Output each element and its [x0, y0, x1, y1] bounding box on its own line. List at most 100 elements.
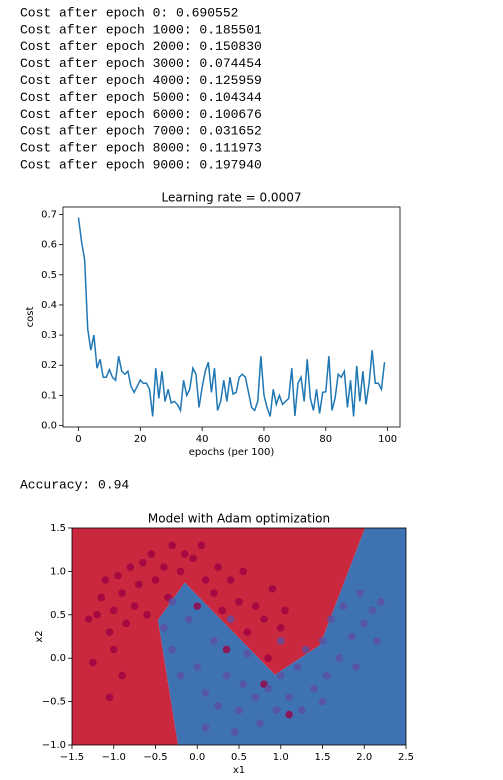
data-point: [214, 563, 222, 571]
x-tick-label: 60: [258, 434, 271, 445]
data-point: [101, 576, 110, 584]
data-point: [135, 580, 143, 589]
x-tick-label: −1.5: [60, 752, 84, 763]
data-point: [201, 576, 210, 584]
decision-region: [158, 528, 406, 745]
data-point: [276, 671, 285, 680]
data-point: [109, 606, 118, 615]
data-point: [201, 689, 210, 697]
decision-region: [72, 528, 366, 745]
y-tick-label: 0.6: [41, 240, 57, 251]
data-point: [360, 619, 369, 628]
data-point: [105, 628, 114, 636]
y-tick-label: 0.7: [41, 210, 57, 221]
data-point: [318, 637, 327, 645]
data-point: [160, 563, 168, 571]
data-point: [226, 576, 235, 584]
x-tick-label: −0.5: [143, 752, 167, 763]
data-point: [293, 663, 302, 671]
y-tick-label: 0.2: [41, 360, 57, 371]
data-point: [114, 571, 122, 580]
console-line: Cost after epoch 9000: 0.197940: [20, 158, 262, 173]
x-axis-label: x1: [233, 765, 245, 776]
data-point: [243, 650, 252, 658]
x-tick-label: −1.0: [102, 752, 126, 763]
y-tick-label: 0.5: [41, 270, 57, 281]
y-axis-label: x2: [34, 630, 45, 642]
data-point: [193, 602, 202, 610]
data-point: [226, 615, 235, 623]
data-point: [339, 602, 348, 610]
data-point: [285, 710, 293, 719]
data-point: [276, 624, 285, 632]
data-point: [222, 645, 231, 654]
x-tick-label: 0.5: [231, 752, 247, 763]
data-point: [281, 606, 289, 615]
chart-title: Learning rate = 0.0007: [162, 191, 302, 205]
data-point: [335, 654, 344, 662]
data-point: [347, 632, 356, 641]
data-point: [260, 615, 268, 623]
data-point: [256, 719, 264, 728]
console-line: Cost after epoch 4000: 0.125959: [20, 73, 262, 88]
data-point: [235, 706, 243, 715]
chart-title: Model with Adam optimization: [148, 512, 330, 526]
axes-frame: [62, 206, 401, 428]
console-line: Cost after epoch 3000: 0.074454: [20, 56, 262, 71]
y-tick-label: 1.5: [50, 523, 66, 534]
data-point: [264, 654, 273, 662]
data-point: [356, 589, 364, 597]
console-line: Cost after epoch 7000: 0.031652: [20, 124, 262, 139]
y-axis-label: cost: [25, 307, 36, 328]
data-point: [143, 611, 151, 619]
data-point: [352, 663, 360, 671]
data-point: [189, 554, 197, 563]
data-point: [168, 541, 176, 550]
console-line: Cost after epoch 0: 0.690552: [20, 5, 238, 20]
x-tick-label: 1.0: [273, 752, 289, 763]
x-tick-label: 0: [75, 434, 81, 445]
data-point: [276, 637, 285, 645]
data-point: [210, 589, 218, 597]
console-line: Cost after epoch 1000: 0.185501: [20, 22, 262, 37]
accuracy-output: Accuracy: 0.94: [20, 477, 129, 492]
data-point: [377, 597, 385, 606]
y-tick-label: −1.0: [42, 740, 66, 751]
data-point: [139, 558, 147, 567]
x-axis-label: epochs (per 100): [189, 447, 275, 458]
console-line: Cost after epoch 8000: 0.111973: [20, 141, 262, 156]
data-point: [180, 550, 189, 558]
data-point: [122, 619, 131, 628]
data-point: [239, 680, 247, 689]
console-line: Cost after epoch 2000: 0.150830: [20, 39, 262, 54]
data-point: [168, 597, 176, 606]
data-point: [285, 693, 293, 702]
data-point: [168, 645, 176, 654]
data-point: [84, 615, 93, 623]
data-point: [302, 645, 310, 654]
data-point: [147, 550, 156, 558]
data-point: [118, 589, 126, 597]
data-point: [109, 645, 118, 654]
y-tick-label: 0.4: [41, 300, 57, 311]
data-point: [231, 728, 239, 736]
data-point: [243, 628, 252, 636]
data-point: [130, 602, 139, 610]
data-point: [251, 602, 260, 610]
data-point: [176, 671, 185, 680]
data-point: [251, 693, 260, 702]
data-point: [160, 624, 168, 632]
x-tick-label: 2.0: [356, 752, 372, 763]
data-point: [239, 567, 247, 576]
data-point: [327, 615, 335, 623]
data-point: [118, 671, 126, 680]
data-point: [210, 637, 218, 645]
data-point: [322, 671, 331, 680]
console-line: Cost after epoch 6000: 0.100676: [20, 107, 262, 122]
console-line: Cost after epoch 5000: 0.104344: [20, 90, 262, 105]
data-point: [126, 563, 135, 571]
data-point: [368, 606, 377, 615]
data-point: [218, 606, 227, 615]
